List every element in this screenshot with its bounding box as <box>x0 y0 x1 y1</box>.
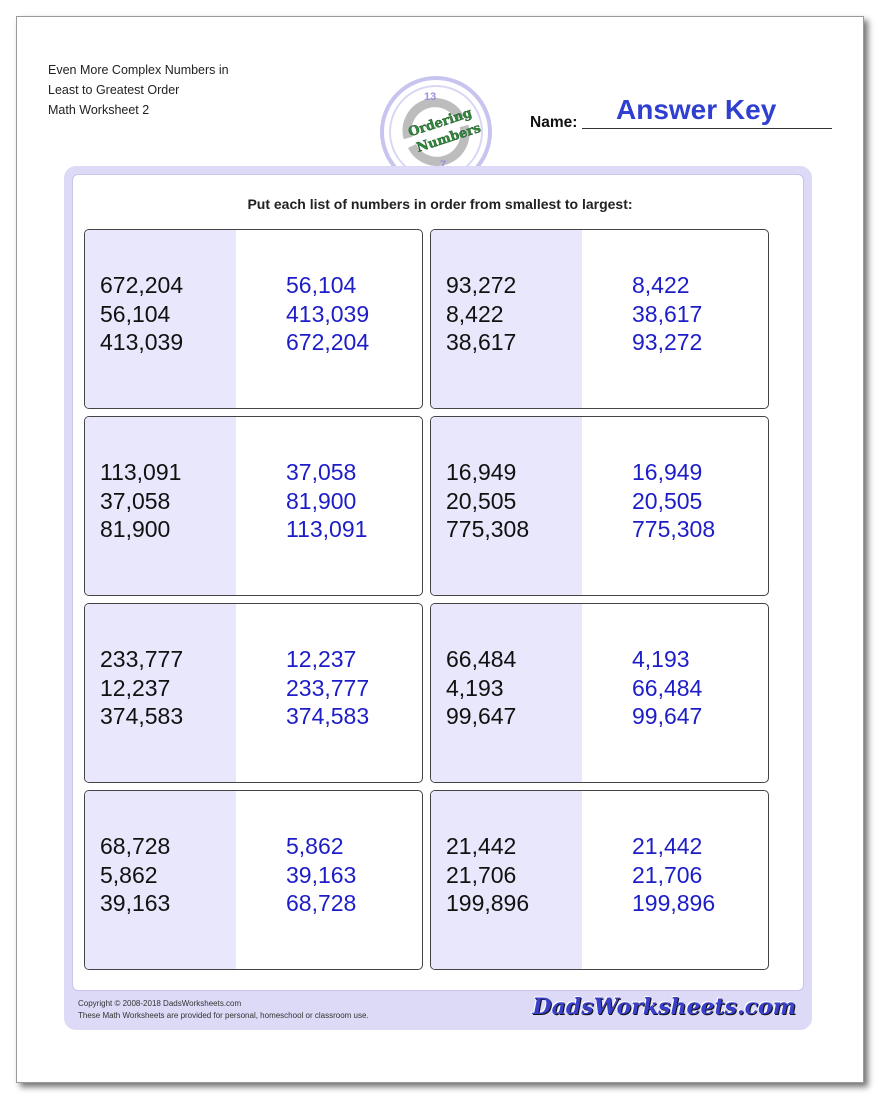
answer-number: 93,272 <box>632 329 703 355</box>
answer-number: 20,505 <box>632 487 703 514</box>
answer-list: 37,058 81,900 113,091 <box>286 458 367 544</box>
title-line-2: Least to Greatest Order <box>48 83 180 97</box>
question-shade <box>431 230 582 408</box>
name-underline <box>582 128 832 129</box>
answer-number: 672,204 <box>286 329 370 355</box>
question-list: 233,777 12,237 374,583 <box>100 645 183 731</box>
problem-box: 113,091 37,058 81,900 37,058 81,900 113,… <box>84 416 423 596</box>
answer-number: 16,949 <box>632 459 703 485</box>
answer-number: 233,777 <box>286 674 370 701</box>
name-label: Name: <box>530 114 578 131</box>
answer-list: 4,193 66,484 99,647 <box>632 645 702 731</box>
question-number: 39,163 <box>100 890 171 916</box>
question-number: 21,706 <box>446 861 517 888</box>
title-line-1: Even More Complex Numbers in <box>48 63 229 77</box>
answer-number: 199,896 <box>632 890 716 916</box>
problem-box: 16,949 20,505 775,308 16,949 20,505 775,… <box>430 416 769 596</box>
answer-number: 99,647 <box>632 703 703 729</box>
answer-number: 413,039 <box>286 300 370 327</box>
question-list: 21,442 21,706 199,896 <box>446 832 529 918</box>
question-shade <box>85 417 236 595</box>
answer-number: 37,058 <box>286 459 357 485</box>
answer-number: 66,484 <box>632 674 703 701</box>
question-number: 113,091 <box>100 459 182 485</box>
problem-box: 68,728 5,862 39,163 5,862 39,163 68,728 <box>84 790 423 970</box>
answer-number: 8,422 <box>632 272 690 298</box>
title-line-3: Math Worksheet 2 <box>48 103 150 117</box>
question-number: 233,777 <box>100 646 184 672</box>
question-number: 775,308 <box>446 516 530 542</box>
question-number: 99,647 <box>446 703 517 729</box>
answer-list: 56,104 413,039 672,204 <box>286 271 369 357</box>
question-number: 374,583 <box>100 703 184 729</box>
question-number: 38,617 <box>446 329 517 355</box>
answer-number: 12,237 <box>286 646 357 672</box>
problem-box: 233,777 12,237 374,583 12,237 233,777 37… <box>84 603 423 783</box>
question-number: 37,058 <box>100 487 171 514</box>
question-number: 66,484 <box>446 646 517 672</box>
question-number: 12,237 <box>100 674 171 701</box>
answer-number: 56,104 <box>286 272 357 298</box>
answer-list: 16,949 20,505 775,308 <box>632 458 715 544</box>
answer-number: 4,193 <box>632 646 690 672</box>
answer-number: 21,706 <box>632 861 703 888</box>
question-number: 413,039 <box>100 329 184 355</box>
footer: Copyright © 2008-2018 DadsWorksheets.com… <box>78 998 369 1022</box>
question-number: 56,104 <box>100 300 171 327</box>
answer-number: 68,728 <box>286 890 357 916</box>
answer-number: 38,617 <box>632 300 703 327</box>
question-list: 16,949 20,505 775,308 <box>446 458 529 544</box>
question-number: 20,505 <box>446 487 517 514</box>
name-field: Name: Answer Key <box>530 92 832 132</box>
logo-bottom-number: 7 <box>440 159 446 171</box>
question-number: 21,442 <box>446 833 517 859</box>
answer-list: 12,237 233,777 374,583 <box>286 645 369 731</box>
answer-key-text: Answer Key <box>616 94 777 125</box>
answer-list: 8,422 38,617 93,272 <box>632 271 702 357</box>
copyright-text: Copyright © 2008-2018 DadsWorksheets.com <box>78 999 242 1008</box>
question-number: 5,862 <box>100 861 158 888</box>
answer-list: 5,862 39,163 68,728 <box>286 832 356 918</box>
answer-number: 113,091 <box>286 516 368 542</box>
logo-top-number: 13 <box>424 91 436 103</box>
problem-box: 66,484 4,193 99,647 4,193 66,484 99,647 <box>430 603 769 783</box>
question-list: 113,091 37,058 81,900 <box>100 458 181 544</box>
question-number: 199,896 <box>446 890 530 916</box>
problem-box: 21,442 21,706 199,896 21,442 21,706 199,… <box>430 790 769 970</box>
answer-number: 81,900 <box>286 487 357 514</box>
question-shade <box>85 791 236 969</box>
question-number: 4,193 <box>446 674 504 701</box>
ordering-numbers-logo: 13 Ordering Numbers 7 <box>380 76 492 188</box>
question-number: 672,204 <box>100 272 184 298</box>
answer-number: 775,308 <box>632 516 716 542</box>
problem-box: 672,204 56,104 413,039 56,104 413,039 67… <box>84 229 423 409</box>
question-number: 93,272 <box>446 272 517 298</box>
problem-box: 93,272 8,422 38,617 8,422 38,617 93,272 <box>430 229 769 409</box>
answer-number: 21,442 <box>632 833 703 859</box>
answer-number: 374,583 <box>286 703 370 729</box>
question-shade <box>431 791 582 969</box>
question-list: 672,204 56,104 413,039 <box>100 271 183 357</box>
question-number: 68,728 <box>100 833 171 859</box>
answer-number: 5,862 <box>286 833 344 859</box>
question-number: 81,900 <box>100 516 171 542</box>
usage-note: These Math Worksheets are provided for p… <box>78 1011 369 1020</box>
question-shade <box>431 604 582 782</box>
answer-list: 21,442 21,706 199,896 <box>632 832 715 918</box>
question-number: 8,422 <box>446 300 504 327</box>
instructions: Put each list of numbers in order from s… <box>247 196 633 212</box>
question-shade <box>431 417 582 595</box>
question-list: 68,728 5,862 39,163 <box>100 832 170 918</box>
worksheet-title: Even More Complex Numbers in Least to Gr… <box>48 60 229 120</box>
question-list: 93,272 8,422 38,617 <box>446 271 516 357</box>
question-number: 16,949 <box>446 459 517 485</box>
question-shade <box>85 230 236 408</box>
brand-logo[interactable]: DadsWorksheets.com <box>532 994 796 1020</box>
answer-number: 39,163 <box>286 861 357 888</box>
question-shade <box>85 604 236 782</box>
question-list: 66,484 4,193 99,647 <box>446 645 516 731</box>
